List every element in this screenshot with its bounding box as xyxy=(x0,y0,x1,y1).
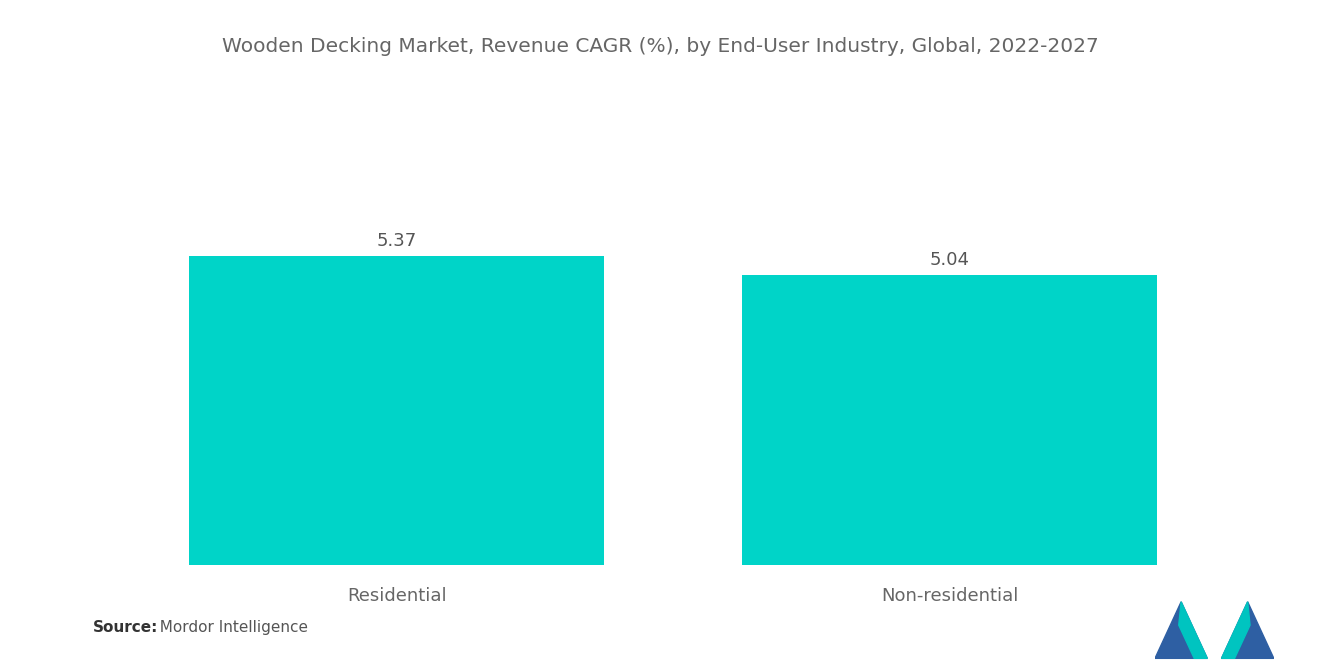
Text: Source:: Source: xyxy=(92,620,158,635)
Polygon shape xyxy=(1221,602,1274,658)
Text: 5.37: 5.37 xyxy=(376,232,417,250)
Text: Wooden Decking Market, Revenue CAGR (%), by End-User Industry, Global, 2022-2027: Wooden Decking Market, Revenue CAGR (%),… xyxy=(222,37,1098,56)
Polygon shape xyxy=(1179,602,1208,658)
Polygon shape xyxy=(1221,602,1250,658)
Bar xyxy=(742,275,1158,565)
Text: 5.04: 5.04 xyxy=(929,251,970,269)
Text: Mordor Intelligence: Mordor Intelligence xyxy=(150,620,309,635)
Bar xyxy=(189,256,605,565)
Polygon shape xyxy=(1155,602,1208,658)
